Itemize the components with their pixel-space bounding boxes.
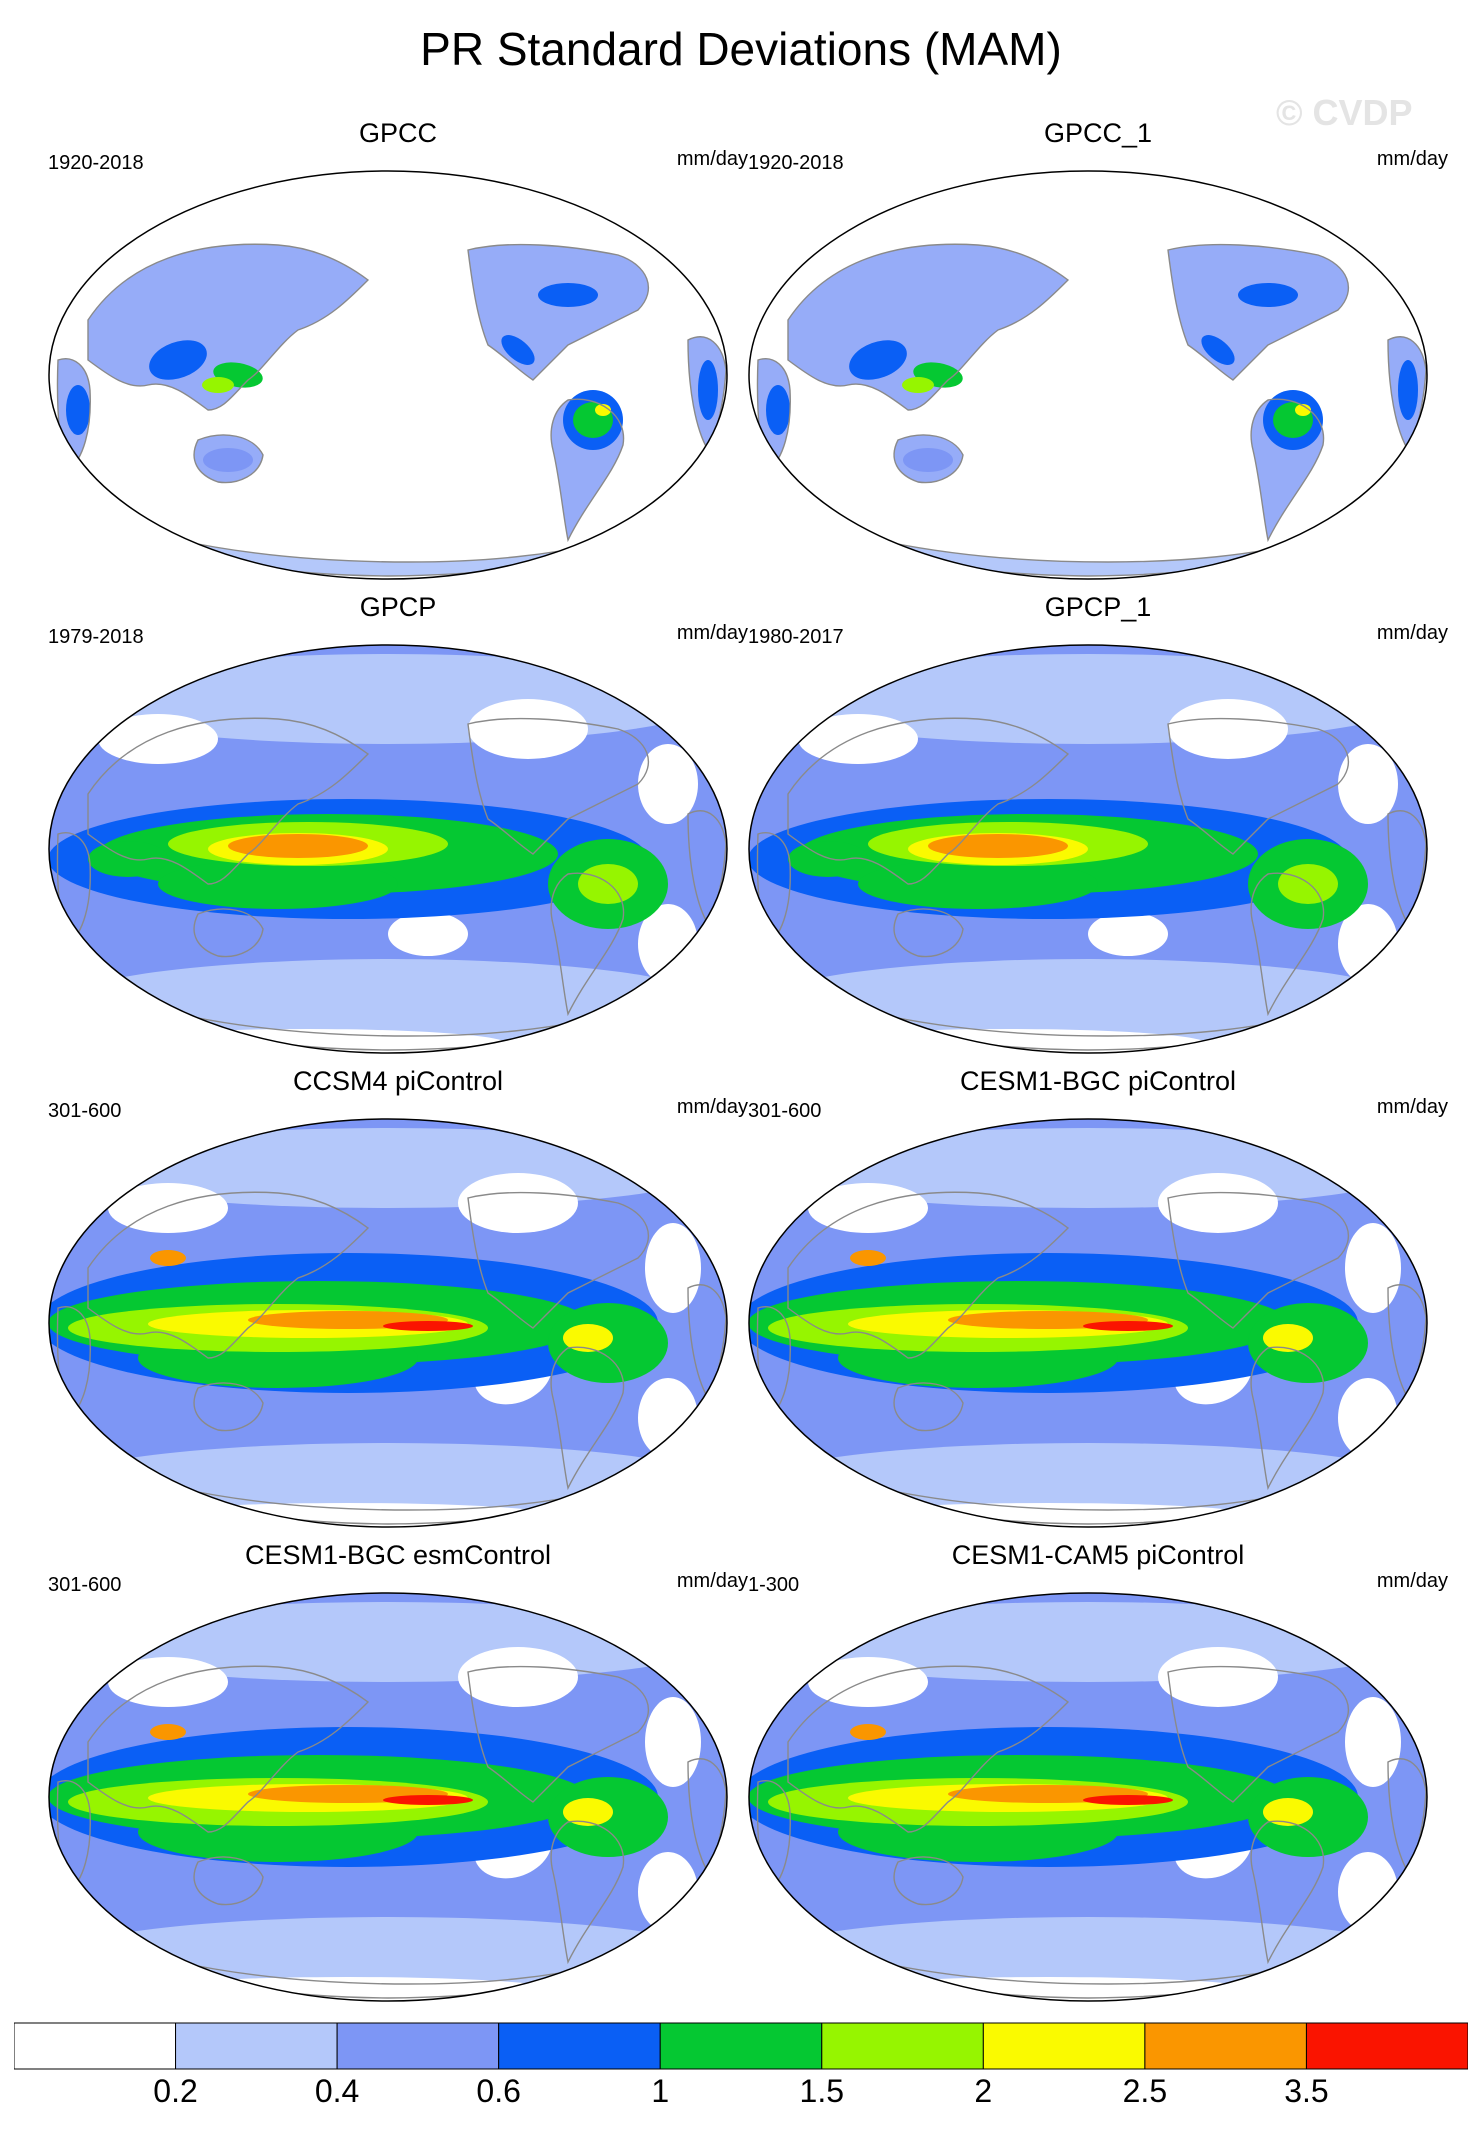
map-panel: CESM1-CAM5 piControl 1-300 mm/day xyxy=(748,1540,1448,2010)
colorbar-swatch xyxy=(659,2022,823,2070)
panel-period: 301-600 xyxy=(748,1100,822,1122)
panel-period: 1980-2017 xyxy=(748,626,844,648)
precip-map xyxy=(48,1118,728,1528)
precip-map xyxy=(748,1118,1428,1528)
map-panel: GPCP_1 1980-2017 mm/day xyxy=(748,592,1448,1062)
precip-map xyxy=(748,1592,1428,2002)
panel-period: 301-600 xyxy=(48,1574,122,1596)
colorbar-tick-label: 0.4 xyxy=(314,2073,360,2109)
precip-map xyxy=(48,170,728,580)
panel-units: mm/day xyxy=(676,622,748,644)
panel-title: CESM1-BGC piControl xyxy=(959,1066,1237,1096)
panel-title: CESM1-BGC esmControl xyxy=(244,1540,552,1570)
precip-map xyxy=(48,1592,728,2002)
panel-title: GPCC xyxy=(358,118,437,148)
panel-units: mm/day xyxy=(1376,1096,1448,1118)
colorbar xyxy=(14,2022,1468,2070)
colorbar-swatch xyxy=(1305,2022,1468,2070)
map-panel: GPCP 1979-2018 mm/day xyxy=(48,592,748,1062)
colorbar-tick-label: 0.6 xyxy=(476,2073,521,2109)
colorbar-tick-label: 1 xyxy=(651,2073,670,2109)
colorbar-tick-label: 0.2 xyxy=(153,2073,198,2109)
panel-period: 1-300 xyxy=(748,1574,800,1596)
precip-map xyxy=(748,644,1428,1054)
panel-title: CESM1-CAM5 piControl xyxy=(951,1540,1245,1570)
colorbar-tick-label: 2 xyxy=(974,2073,993,2109)
precip-map xyxy=(48,644,728,1054)
figure-title: PR Standard Deviations (MAM) xyxy=(420,23,1062,75)
panel-period: 301-600 xyxy=(48,1100,122,1122)
panel-period: 1920-2018 xyxy=(48,152,144,174)
panel-units: mm/day xyxy=(676,1570,748,1592)
map-panel: GPCC_1 1920-2018 mm/day xyxy=(748,118,1448,588)
colorbar-swatch xyxy=(1144,2022,1307,2070)
colorbar-swatch xyxy=(336,2022,500,2070)
colorbar-swatch xyxy=(982,2022,1146,2070)
panel-units: mm/day xyxy=(1376,148,1448,170)
colorbar-swatch xyxy=(175,2022,338,2070)
panel-title: CCSM4 piControl xyxy=(292,1066,504,1096)
map-panel: CCSM4 piControl 301-600 mm/day xyxy=(48,1066,748,1536)
colorbar-tick-label: 1.5 xyxy=(799,2073,845,2109)
panel-title: GPCP_1 xyxy=(1044,592,1152,622)
panel-title: GPCC_1 xyxy=(1043,118,1153,148)
panel-title: GPCP xyxy=(359,592,437,622)
precip-map xyxy=(748,170,1428,580)
panel-period: 1979-2018 xyxy=(48,626,144,648)
panel-units: mm/day xyxy=(676,1096,748,1118)
colorbar-swatch xyxy=(14,2022,177,2070)
colorbar-tick-label: 2.5 xyxy=(1122,2073,1168,2109)
colorbar-tick-label: 3.5 xyxy=(1284,2073,1329,2109)
panel-units: mm/day xyxy=(1376,1570,1448,1592)
colorbar-swatch xyxy=(821,2022,984,2070)
panel-units: mm/day xyxy=(676,148,748,170)
map-panel: CESM1-BGC piControl 301-600 mm/day xyxy=(748,1066,1448,1536)
map-panel: GPCC 1920-2018 mm/day xyxy=(48,118,748,588)
panel-period: 1920-2018 xyxy=(748,152,844,174)
cvdp-watermark: © CVDP xyxy=(1276,92,1413,133)
panel-units: mm/day xyxy=(1376,622,1448,644)
map-panel: CESM1-BGC esmControl 301-600 mm/day xyxy=(48,1540,748,2010)
colorbar-swatch xyxy=(498,2022,661,2070)
